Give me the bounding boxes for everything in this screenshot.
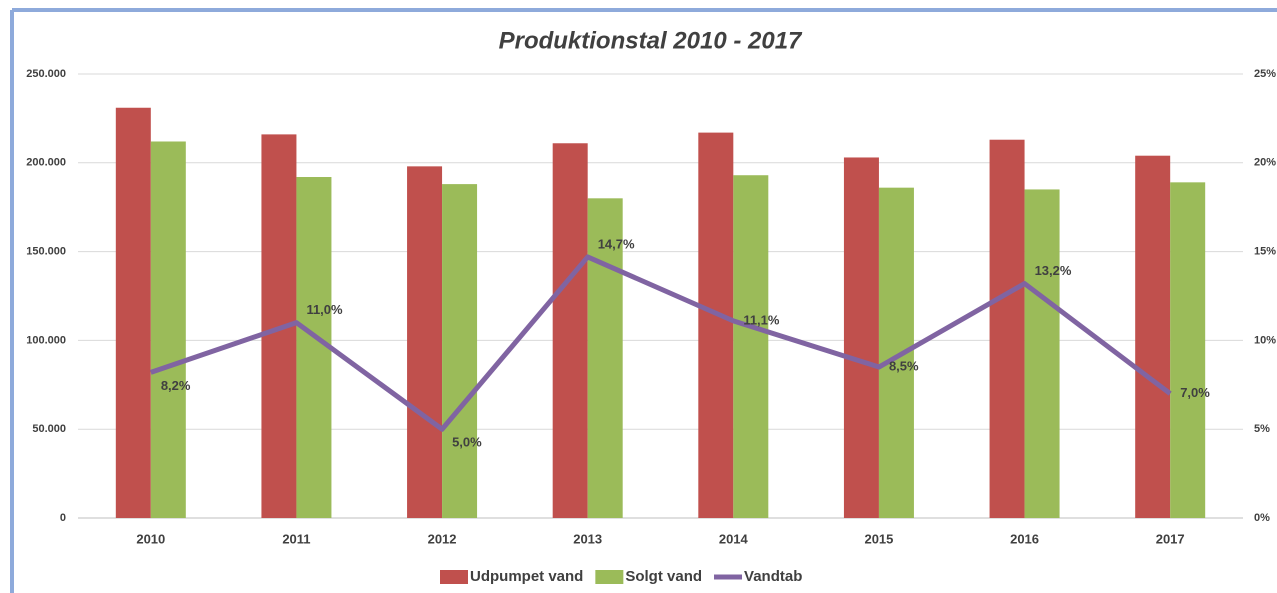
bar	[442, 184, 478, 518]
bar	[552, 143, 588, 518]
line	[150, 254, 1172, 432]
y2-tick-label: 25%	[1254, 68, 1276, 80]
y-tick-label: 150.000	[26, 246, 66, 258]
bar	[733, 175, 769, 518]
x-tick-label: 2016	[1010, 531, 1039, 546]
bar	[1170, 182, 1206, 518]
y-tick-label: 100.000	[26, 334, 66, 346]
legend-label: Solgt vand	[625, 568, 702, 585]
x-tick-label: 2015	[864, 531, 893, 546]
y-tick-label: 0	[60, 512, 66, 524]
data-label: 5,0%	[452, 435, 482, 450]
data-label: 8,2%	[161, 378, 191, 393]
y2-tick-label: 5%	[1254, 423, 1270, 435]
y-tick-label: 50.000	[32, 423, 66, 435]
chart-title: Produktionstal 2010 - 2017	[499, 27, 803, 54]
data-label: 11,1%	[743, 312, 780, 327]
bar	[150, 141, 186, 518]
x-tick-label: 2013	[573, 531, 602, 546]
y2-tick-label: 0%	[1254, 512, 1270, 524]
data-label: 7,0%	[1180, 385, 1210, 400]
legend-swatch	[440, 570, 468, 584]
y-tick-label: 200.000	[26, 157, 66, 169]
y2-tick-label: 20%	[1254, 157, 1276, 169]
x-tick-label: 2011	[282, 531, 310, 546]
y-tick-label: 250.000	[26, 68, 66, 80]
bar	[1135, 155, 1171, 519]
bar	[698, 132, 734, 518]
bar	[115, 107, 151, 518]
legend-swatch	[595, 570, 624, 584]
bar	[989, 139, 1025, 518]
bar	[407, 166, 443, 519]
data-label: 14,7%	[598, 236, 635, 251]
data-label: 13,2%	[1035, 263, 1072, 278]
legend-label: Udpumpet vand	[470, 568, 583, 585]
x-tick-label: 2014	[719, 531, 749, 546]
bar	[296, 177, 332, 518]
x-tick-label: 2012	[428, 531, 457, 546]
y2-tick-label: 15%	[1254, 246, 1276, 258]
x-tick-label: 2010	[136, 531, 165, 546]
y2-tick-label: 10%	[1254, 334, 1276, 346]
x-tick-label: 2017	[1156, 531, 1185, 546]
bar	[843, 157, 879, 519]
legend-label: Vandtab	[744, 568, 802, 585]
data-label: 11,0%	[306, 302, 343, 317]
bar	[1024, 189, 1060, 518]
data-label: 8,5%	[889, 358, 919, 373]
bar	[587, 198, 623, 518]
